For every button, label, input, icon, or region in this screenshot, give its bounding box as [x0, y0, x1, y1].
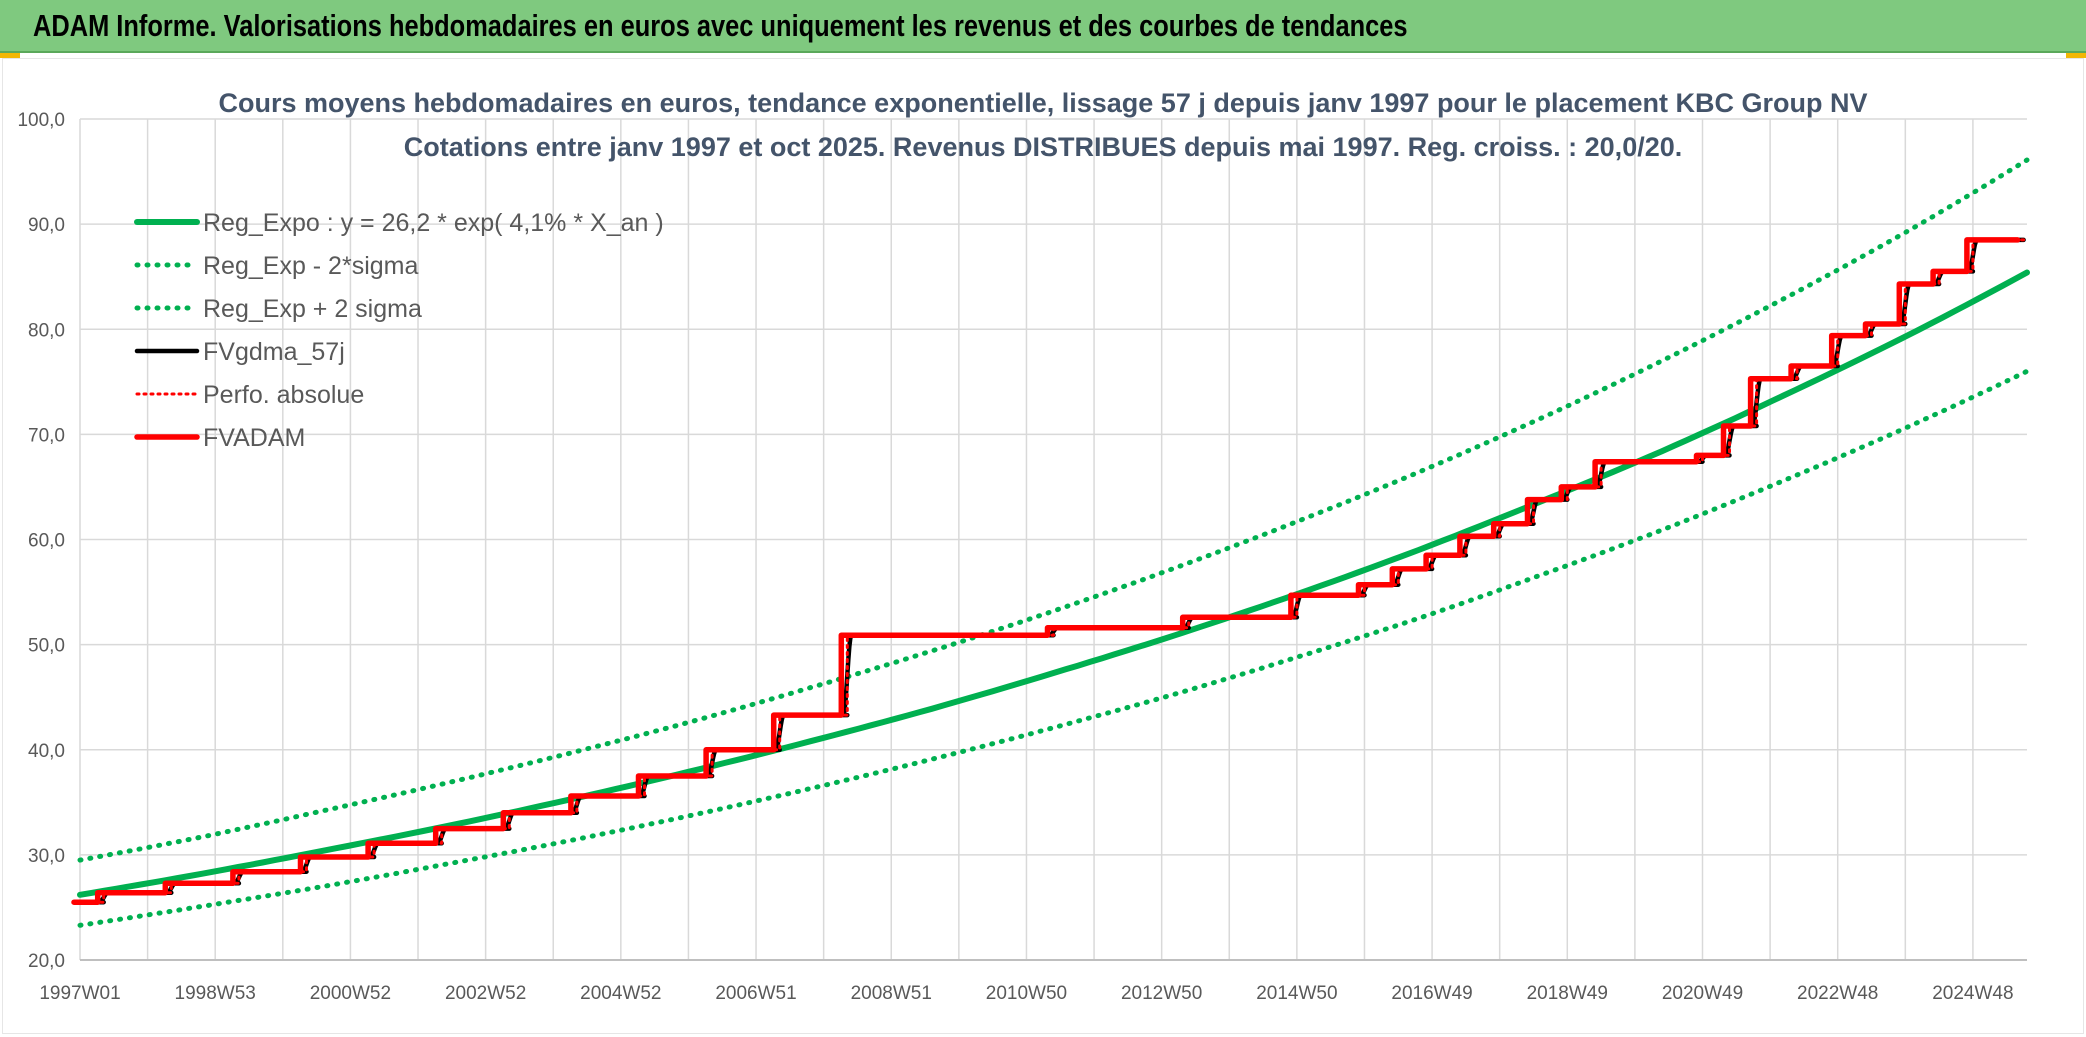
y-tick-label: 30,0	[28, 846, 65, 867]
page-title: ADAM Informe. Valorisations hebdomadaire…	[33, 8, 1408, 43]
y-tick-label: 100,0	[17, 110, 65, 131]
legend-label: Reg_Exp + 2 sigma	[203, 295, 422, 323]
chart-title: Cours moyens hebdomadaires en euros, ten…	[219, 88, 1868, 118]
legend: Reg_Expo : y = 26,2 * exp( 4,1% * X_an )…	[134, 209, 664, 452]
legend-label: FVgdma_57j	[203, 338, 345, 366]
x-tick-label: 1998W53	[175, 983, 256, 1004]
y-tick-label: 60,0	[28, 531, 65, 552]
x-tick-label: 2018W49	[1527, 983, 1608, 1004]
y-tick-label: 50,0	[28, 636, 65, 657]
y-tick-label: 20,0	[28, 951, 65, 972]
chart-subtitle: Cotations entre janv 1997 et oct 2025. R…	[404, 132, 1683, 162]
x-tick-label: 2024W48	[1932, 983, 2013, 1004]
y-tick-label: 40,0	[28, 741, 65, 762]
corner-mark-left	[0, 53, 20, 58]
x-tick-label: 2006W51	[715, 983, 796, 1004]
x-tick-label: 2012W50	[1121, 983, 1202, 1004]
chart-frame	[2, 58, 2084, 1034]
legend-label: Reg_Expo : y = 26,2 * exp( 4,1% * X_an )	[203, 209, 664, 237]
series-line-1	[77, 368, 2030, 928]
x-tick-label: 2008W51	[851, 983, 932, 1004]
series-line-4	[78, 238, 2026, 904]
legend-label: Reg_Exp - 2*sigma	[203, 252, 418, 280]
x-tick-label: 2004W52	[580, 983, 661, 1004]
page-header: ADAM Informe. Valorisations hebdomadaire…	[0, 0, 2086, 53]
x-tick-label: 2014W50	[1256, 983, 1337, 1004]
y-tick-label: 70,0	[28, 425, 65, 446]
series-line-0	[77, 269, 2030, 898]
x-tick-label: 2002W52	[445, 983, 526, 1004]
legend-label: FVADAM	[203, 424, 305, 452]
y-tick-label: 90,0	[28, 215, 65, 236]
x-tick-label: 2000W52	[310, 983, 391, 1004]
series-line-3	[77, 237, 2026, 905]
corner-mark-right	[2066, 53, 2086, 58]
axis-layer: 20,0 30,0 40,0 50,0 60,0 70,0 80,0 90,0 100,0 199…	[17, 110, 2027, 1004]
y-tick-label: 80,0	[28, 320, 65, 341]
x-tick-label: 2016W49	[1391, 983, 1472, 1004]
series-layer	[71, 157, 2030, 928]
x-tick-label: 2020W49	[1662, 983, 1743, 1004]
x-tick-label: 1997W01	[39, 983, 120, 1004]
series-line-2	[77, 157, 2030, 863]
x-tick-label: 2010W50	[986, 983, 1067, 1004]
grid-layer	[79, 118, 2027, 961]
x-tick-label: 2022W48	[1797, 983, 1878, 1004]
legend-label: Perfo. absolue	[203, 381, 364, 409]
